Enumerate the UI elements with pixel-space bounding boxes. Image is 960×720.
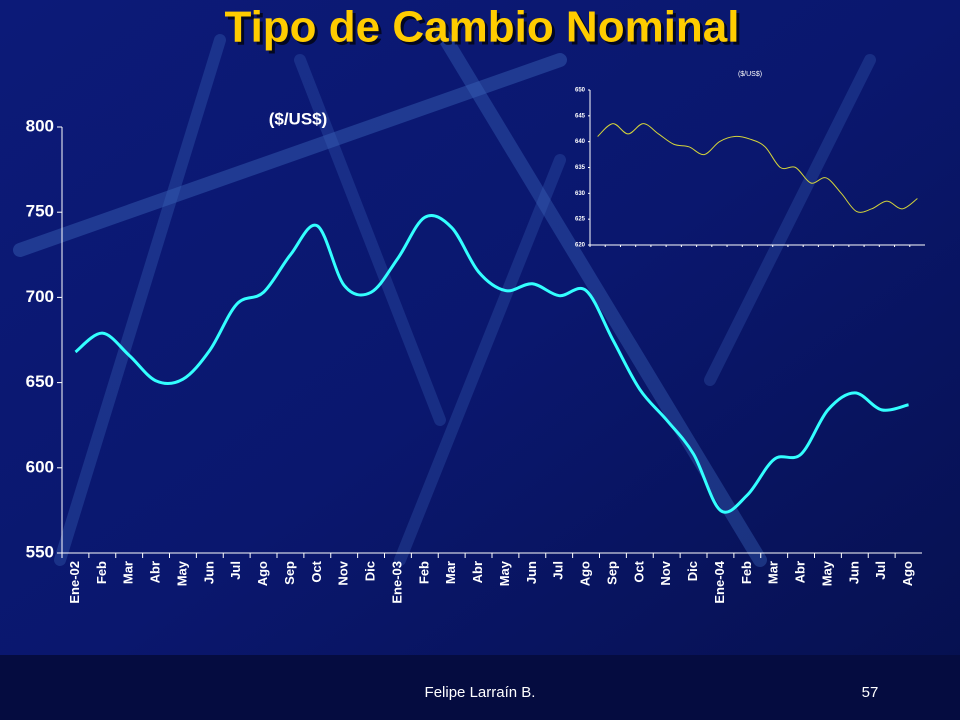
x-tick-label: Mar	[443, 561, 458, 584]
y-tick-label: 600	[26, 457, 54, 476]
x-tick-label: Jul	[551, 561, 566, 580]
x-tick-label: May	[819, 560, 834, 586]
decor	[13, 23, 876, 567]
x-tick-label: May	[174, 560, 189, 586]
y-tick-label: 750	[26, 202, 54, 221]
y-tick-label: 650	[26, 372, 54, 391]
x-tick-label: Feb	[739, 561, 754, 584]
x-tick-label: Dic	[363, 561, 378, 581]
x-tick-label: Jun	[201, 561, 216, 584]
x-tick-label: Abr	[793, 561, 808, 583]
x-tick-label: Sep	[604, 561, 619, 585]
x-tick-label: Ene-03	[389, 561, 404, 604]
y-tick-label: 625	[575, 217, 586, 223]
title-shadow: Tipo de Cambio Nominal	[227, 6, 742, 55]
x-tick-label: Dic	[685, 561, 700, 581]
y-tick-label: 635	[575, 165, 586, 171]
y-tick-label: 645	[575, 113, 586, 119]
title: Tipo de Cambio Nominal	[224, 3, 739, 52]
y-tick-label: 550	[26, 542, 54, 561]
x-tick-label: Ago	[578, 561, 593, 586]
x-tick-label: Jun	[524, 561, 539, 584]
x-tick-label: Jun	[846, 561, 861, 584]
series-line	[74, 213, 909, 514]
x-tick-label: Nov	[336, 560, 351, 585]
x-tick-label: Abr	[148, 561, 163, 583]
x-tick-label: Oct	[631, 560, 646, 582]
x-tick-label: Feb	[416, 561, 431, 584]
inset-title: ($/US$)	[738, 71, 762, 78]
streak	[13, 53, 567, 257]
x-tick-label: Ene-02	[67, 561, 82, 604]
x-tick-label: Oct	[309, 560, 324, 582]
y-tick-label: 700	[26, 287, 54, 306]
x-tick-label: Feb	[94, 561, 109, 584]
x-tick-label: Mar	[121, 561, 136, 584]
x-tick-label: May	[497, 560, 512, 586]
x-tick-label: Ago	[255, 561, 270, 586]
annotation: ($/US$)	[269, 109, 328, 128]
x-tick-label: Jul	[228, 561, 243, 580]
series-line	[597, 123, 918, 213]
x-tick-label: Abr	[470, 561, 485, 583]
streak	[294, 54, 446, 426]
y-tick-label: 640	[575, 139, 586, 145]
y-tick-label: 630	[575, 191, 586, 197]
x-tick-label: Ago	[900, 561, 915, 586]
x-tick-label: Mar	[766, 561, 781, 584]
y-tick-label: 620	[575, 243, 586, 249]
x-tick-label: Ene-04	[712, 560, 727, 603]
streak	[394, 154, 566, 566]
footer-band	[0, 655, 960, 720]
x-tick-label: Jul	[873, 561, 888, 580]
x-tick-label: Nov	[658, 560, 673, 585]
footer-page: 57	[862, 684, 879, 701]
x-tick-label: Sep	[282, 561, 297, 585]
y-tick-label: 800	[26, 116, 54, 135]
footer-author: Felipe Larraín B.	[425, 684, 536, 701]
y-tick-label: 650	[575, 88, 586, 94]
streak	[704, 54, 876, 386]
streak	[54, 34, 226, 566]
streak	[433, 23, 767, 567]
